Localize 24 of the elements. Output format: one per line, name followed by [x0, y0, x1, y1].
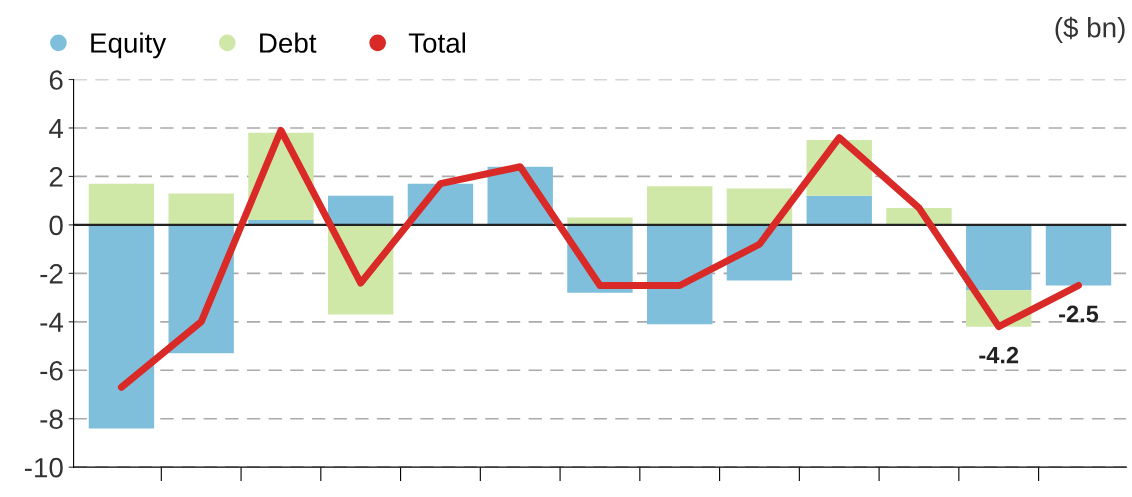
y-tick-label: -6 [40, 360, 63, 381]
data-label: -4.2 [979, 346, 1019, 364]
y-tick-label: -10 [24, 457, 63, 478]
y-tick-label: -2 [40, 264, 63, 284]
y-tick-label: -8 [40, 409, 63, 430]
legend-label: Debt [260, 32, 317, 53]
legend-label: Equity [91, 32, 167, 59]
legend-label: Total [408, 32, 466, 53]
y-tick-label: 4 [49, 118, 64, 139]
y-tick-label: 0 [49, 215, 63, 236]
bar [806, 195, 872, 225]
bar [647, 186, 713, 225]
bar [1045, 224, 1112, 286]
bar [88, 183, 155, 225]
bar [328, 195, 394, 225]
bar [88, 224, 155, 429]
y-tick-label: 2 [49, 167, 63, 187]
y-tick-label: -4 [40, 312, 64, 332]
text: ($ bn) [1055, 16, 1125, 43]
y-tick-label: 6 [49, 70, 63, 90]
bar [966, 224, 1032, 291]
data-label: -2.5 [1059, 305, 1099, 323]
bar [168, 193, 234, 225]
bar [647, 224, 713, 325]
